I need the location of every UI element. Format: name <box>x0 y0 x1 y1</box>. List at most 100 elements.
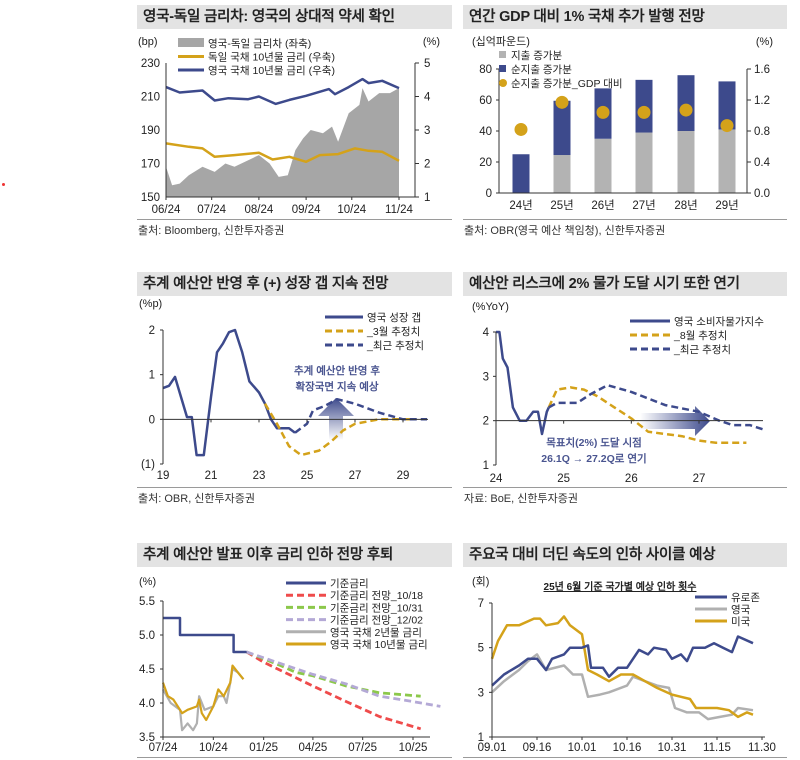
y-unit-label: (%) <box>139 576 156 588</box>
y-tick-label: 0.8 <box>754 126 770 138</box>
y-tick-label: 1 <box>424 192 430 204</box>
legend-swatch <box>178 38 204 47</box>
germany-10y-line <box>165 142 400 164</box>
legend-label: 독일 국채 10년물 금리 (우축) <box>208 51 335 64</box>
y-unit-label: (십억파운드) <box>472 35 530 48</box>
x-tick-label: 08/24 <box>245 204 274 216</box>
uk-10y-line <box>165 77 400 106</box>
gdp-ratio-dot <box>720 119 734 133</box>
bar-spending <box>635 132 653 193</box>
legend-label: _3월 추정치 <box>366 326 420 338</box>
x-tick-label: 04/25 <box>298 742 327 754</box>
legend-label: 기준금리 전망_10/18 <box>330 590 423 602</box>
x-tick-label: 10/24 <box>199 742 228 754</box>
x-tick-label: 24 <box>490 473 503 485</box>
bar-spending <box>594 138 612 193</box>
legend-label: 지출 증가분 <box>511 50 563 62</box>
y-tick-label: 4 <box>483 327 490 339</box>
source-note: 출처: OBR, 신한투자증권 <box>138 493 256 505</box>
y-tick-label: 40 <box>479 126 492 138</box>
x-tick-label: 09.01 <box>478 742 507 754</box>
y-tick-label: 60 <box>479 95 492 107</box>
us-line <box>490 615 754 719</box>
y-tick-label: 5.5 <box>139 596 155 608</box>
gdp-ratio-dot <box>637 105 651 119</box>
legend-label: 기준금리 전망_12/02 <box>330 615 423 627</box>
bar-spending <box>677 131 695 193</box>
y-tick-label: 4.5 <box>139 664 155 676</box>
y-unit-label: (bp) <box>138 36 158 48</box>
x-tick-label: 23 <box>253 470 266 482</box>
y-tick-label: 0 <box>149 414 155 426</box>
chart-title-issuance: 연간 GDP 대비 1% 국채 추가 발행 전망 <box>463 5 787 29</box>
legend-label: 순지출 증가분_GDP 대비 <box>511 78 623 90</box>
y-tick-label: 0 <box>486 188 492 200</box>
legend-swatch <box>499 65 506 72</box>
august-estimate-line <box>547 386 747 445</box>
y-tick-label: 2 <box>149 325 155 337</box>
policy-rate-line <box>163 616 247 654</box>
forecast-1018-line <box>245 650 422 731</box>
y-tick-label: 20 <box>479 157 492 169</box>
source-note: 자료: BoE, 신한투자증권 <box>464 493 578 505</box>
y-tick-label: 3 <box>478 687 484 699</box>
gdp-ratio-dot <box>555 95 569 109</box>
y-tick-label: 3.5 <box>139 732 155 744</box>
legend-label: 기준금리 전망_10/31 <box>330 602 423 614</box>
chart-title-rate-outlook: 추계 예산안 발표 이후 금리 인하 전망 후퇴 <box>137 543 452 567</box>
y-tick-label: 1.2 <box>754 95 770 107</box>
legend-swatch <box>499 51 506 58</box>
bar-net-spending <box>553 100 571 156</box>
uk-10y-line <box>161 664 245 722</box>
x-tick-label: 27년 <box>632 199 655 212</box>
x-tick-label: 25년 <box>550 199 573 212</box>
x-tick-label: 26 <box>625 473 638 485</box>
legend-label: 영국 <box>731 604 751 616</box>
x-tick-label: 28년 <box>674 199 697 212</box>
gdp-ratio-dot <box>679 103 693 117</box>
y-unit-label: (%) <box>756 36 773 48</box>
uk-cpi-line <box>496 330 550 436</box>
legend-label: _최근 추정치 <box>366 340 424 352</box>
x-tick-label: 26년 <box>591 199 614 212</box>
y-tick-label: 5 <box>478 643 484 655</box>
y-unit-label: (%YoY) <box>472 301 509 313</box>
legend-label: 미국 <box>731 616 751 628</box>
y-tick-label: 1 <box>478 732 484 744</box>
x-tick-label: 10/25 <box>399 742 428 754</box>
y-tick-label: 5 <box>424 58 430 70</box>
x-tick-label: 27 <box>349 470 362 482</box>
uk-line <box>491 653 754 721</box>
y-tick-label: 7 <box>478 598 484 610</box>
recent-estimate-line <box>294 397 427 434</box>
divider <box>137 487 452 488</box>
legend-label: 순지출 증가분 <box>511 64 572 76</box>
legend-label: _8월 추정치 <box>673 330 727 342</box>
x-tick-label: 24년 <box>509 199 532 212</box>
y-unit-label: (%p) <box>139 298 162 310</box>
divider <box>137 757 452 758</box>
y-tick-label: 210 <box>141 92 160 104</box>
x-tick-label: 10.31 <box>658 742 687 754</box>
source-note: 출처: OBR(영국 예산 책임청), 신한투자증권 <box>464 225 666 237</box>
y-tick-label: 190 <box>141 125 160 137</box>
forecast-1031-line <box>246 650 421 698</box>
x-tick-label: 25 <box>557 473 570 485</box>
legend-label: 영국 국채 10년물 금리 <box>330 639 428 651</box>
x-tick-label: 07/24 <box>149 742 178 754</box>
gdp-ratio-dot <box>514 122 528 136</box>
x-tick-label: 10/24 <box>337 204 366 216</box>
y-tick-label: 2 <box>424 159 430 171</box>
divider <box>463 757 787 758</box>
y-tick-label: 4 <box>424 92 431 104</box>
y-tick-label: 150 <box>141 192 160 204</box>
output-gap-line <box>162 328 296 457</box>
x-tick-label: 10.01 <box>568 742 597 754</box>
spread-area <box>166 88 399 197</box>
x-tick-label: 21 <box>205 470 218 482</box>
y-unit-label: (%) <box>423 36 440 48</box>
forecast-1202-line <box>246 650 441 708</box>
bar-spending <box>553 155 571 193</box>
chart-title-inflation: 예산안 리스크에 2% 물가 도달 시기 또한 연기 <box>463 272 787 296</box>
